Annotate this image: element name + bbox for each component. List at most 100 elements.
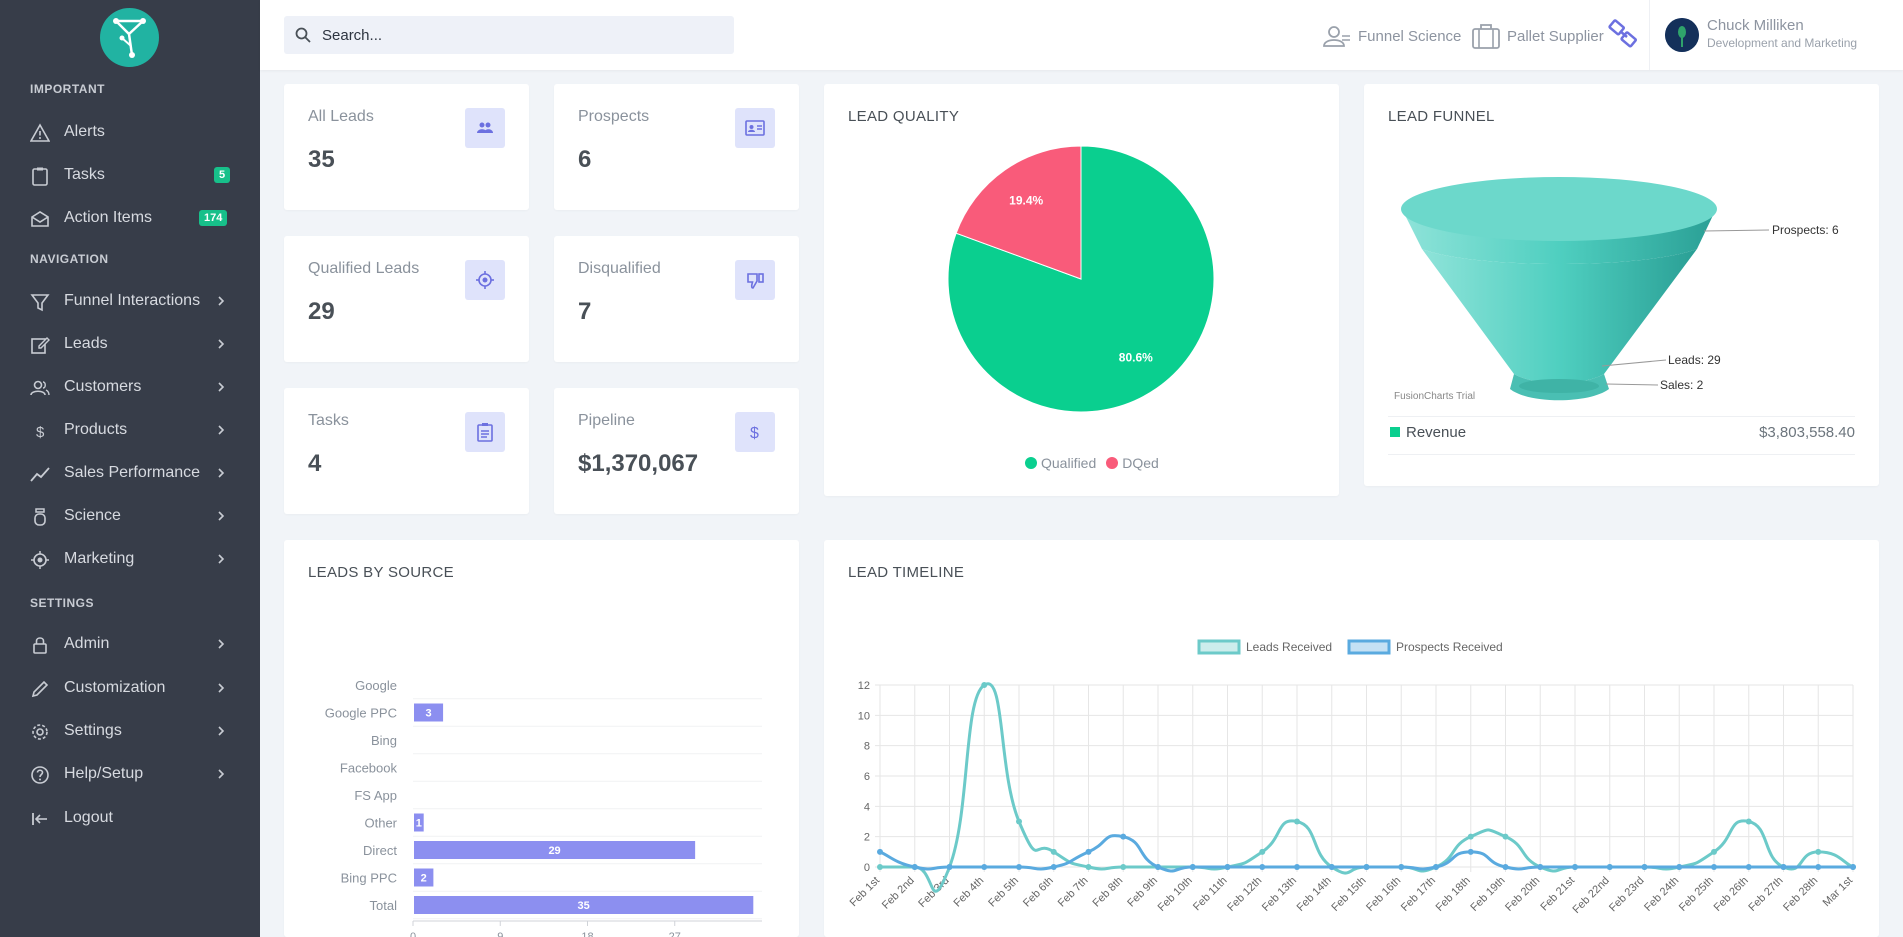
data-point[interactable] xyxy=(1085,848,1092,855)
sidebar-item-leads[interactable]: Leads xyxy=(0,323,260,365)
sidebar-item-products[interactable]: $ Products xyxy=(0,409,260,451)
stat-title: Qualified Leads xyxy=(308,260,420,277)
data-point[interactable] xyxy=(1467,848,1474,855)
sidebar-item-funnel-interactions[interactable]: Funnel Interactions xyxy=(0,280,260,322)
bar[interactable] xyxy=(414,841,696,859)
data-point[interactable] xyxy=(1016,818,1022,825)
y-tick-label: 0 xyxy=(864,862,870,874)
stat-value: 7 xyxy=(578,298,592,325)
sidebar-item-alerts[interactable]: Alerts xyxy=(0,111,260,153)
bar[interactable] xyxy=(414,896,754,914)
x-tick-label: Feb 6th xyxy=(1021,875,1056,910)
legend-label-dqed[interactable]: DQed xyxy=(1122,455,1159,471)
funnel-segment-leads[interactable] xyxy=(1422,249,1697,383)
data-point[interactable] xyxy=(1328,864,1335,870)
card-title: LEAD QUALITY xyxy=(848,108,960,125)
data-point[interactable] xyxy=(1502,833,1509,840)
x-tick-label: Feb 20th xyxy=(1503,875,1542,914)
logout-icon xyxy=(32,813,47,825)
data-point[interactable] xyxy=(877,848,883,855)
sidebar-item-help-setup[interactable]: Help/Setup xyxy=(0,753,260,795)
data-point[interactable] xyxy=(1711,864,1717,870)
data-point[interactable] xyxy=(1815,848,1822,855)
data-point[interactable] xyxy=(1294,864,1300,870)
sidebar-item-label: Alerts xyxy=(64,123,105,140)
x-tick-label: Feb 23rd xyxy=(1607,875,1647,915)
sidebar-item-label: Products xyxy=(64,421,128,438)
funnel-science-link[interactable]: Funnel Science xyxy=(1322,24,1461,48)
pie-slice-dqed[interactable] xyxy=(955,145,1082,280)
stat-card-disqualified[interactable]: Disqualified 7 xyxy=(554,236,799,362)
stat-card-qualified-leads[interactable]: Qualified Leads 29 xyxy=(284,236,529,362)
data-point[interactable] xyxy=(1294,818,1300,825)
data-point[interactable] xyxy=(1050,848,1057,855)
data-point[interactable] xyxy=(1016,864,1022,870)
data-point[interactable] xyxy=(1676,864,1683,870)
sidebar-item-settings[interactable]: Settings xyxy=(0,710,260,752)
data-point[interactable] xyxy=(981,864,988,870)
data-point[interactable] xyxy=(1155,864,1161,870)
sidebar-item-marketing[interactable]: Marketing xyxy=(0,538,260,580)
data-point[interactable] xyxy=(1745,818,1752,825)
data-point[interactable] xyxy=(1085,864,1092,870)
chevron-right-icon xyxy=(218,511,225,521)
data-point[interactable] xyxy=(1572,864,1578,870)
data-point[interactable] xyxy=(1850,864,1856,870)
stat-card-all-leads[interactable]: All Leads 35 xyxy=(284,84,529,210)
stat-card-pipeline[interactable]: Pipeline $1,370,067 $ xyxy=(554,388,799,514)
sidebar-item-tasks[interactable]: Tasks 5 xyxy=(0,154,260,196)
sidebar-item-sales-performance[interactable]: Sales Performance xyxy=(0,452,260,494)
data-point[interactable] xyxy=(1606,864,1613,870)
data-point[interactable] xyxy=(1815,864,1822,870)
user-menu[interactable]: Chuck Milliken Development and Marketing xyxy=(1649,0,1903,70)
stat-value: 6 xyxy=(578,146,592,173)
data-point[interactable] xyxy=(1502,864,1509,870)
data-point[interactable] xyxy=(1745,864,1752,870)
data-point[interactable] xyxy=(1711,848,1717,855)
data-point[interactable] xyxy=(1259,864,1266,870)
stat-icon-box: $ xyxy=(735,412,775,452)
data-point[interactable] xyxy=(1363,864,1370,870)
data-point[interactable] xyxy=(1641,864,1648,870)
pallet-supplier-link[interactable]: Pallet Supplier xyxy=(1471,24,1604,49)
bar[interactable] xyxy=(414,868,434,887)
data-point[interactable] xyxy=(911,864,918,870)
bar[interactable] xyxy=(414,703,444,722)
bar[interactable] xyxy=(414,813,424,832)
sidebar-item-admin[interactable]: Admin xyxy=(0,623,260,665)
data-point[interactable] xyxy=(1398,864,1405,870)
leads-by-source-card: LEADS BY SOURCE Google Google PPC 3 Bing Fac… xyxy=(284,540,799,937)
data-point[interactable] xyxy=(1467,833,1474,840)
data-point[interactable] xyxy=(1780,864,1787,870)
search-input[interactable] xyxy=(322,16,722,54)
sidebar-item-customization[interactable]: Customization xyxy=(0,667,260,709)
x-tick-label: Feb 25th xyxy=(1677,875,1716,914)
data-point[interactable] xyxy=(1189,864,1196,870)
leader-line-leads xyxy=(1601,359,1667,367)
data-point[interactable] xyxy=(1120,833,1127,840)
data-point[interactable] xyxy=(981,682,988,688)
x-tick-label: Feb 13th xyxy=(1260,875,1299,914)
data-point[interactable] xyxy=(1537,864,1544,870)
stat-card-prospects[interactable]: Prospects 6 xyxy=(554,84,799,210)
sidebar-item-science[interactable]: Science xyxy=(0,495,260,537)
fusioncharts-trial-watermark: FusionCharts Trial xyxy=(1394,391,1475,402)
x-tick-label: 0 xyxy=(410,931,416,937)
sidebar-item-action-items[interactable]: Action Items 174 xyxy=(0,197,260,239)
data-point[interactable] xyxy=(1433,864,1439,870)
data-point[interactable] xyxy=(1050,864,1057,870)
sidebar-item-logout[interactable]: Logout xyxy=(0,797,260,839)
search-icon xyxy=(295,27,311,43)
lead-funnel-card: LEAD FUNNEL Prospects: 6 Leads: 29 Sales… xyxy=(1364,84,1879,486)
stat-card-tasks[interactable]: Tasks 4 xyxy=(284,388,529,514)
data-point[interactable] xyxy=(877,864,883,870)
data-point[interactable] xyxy=(1120,864,1127,870)
sidebar-item-customers[interactable]: Customers xyxy=(0,366,260,408)
link-chain-button[interactable] xyxy=(1608,19,1646,48)
legend-label-qualified[interactable]: Qualified xyxy=(1041,455,1097,471)
users-icon xyxy=(30,380,50,396)
data-point[interactable] xyxy=(1259,848,1266,855)
logo[interactable] xyxy=(100,8,159,67)
data-point[interactable] xyxy=(946,864,953,870)
data-point[interactable] xyxy=(1224,864,1231,870)
